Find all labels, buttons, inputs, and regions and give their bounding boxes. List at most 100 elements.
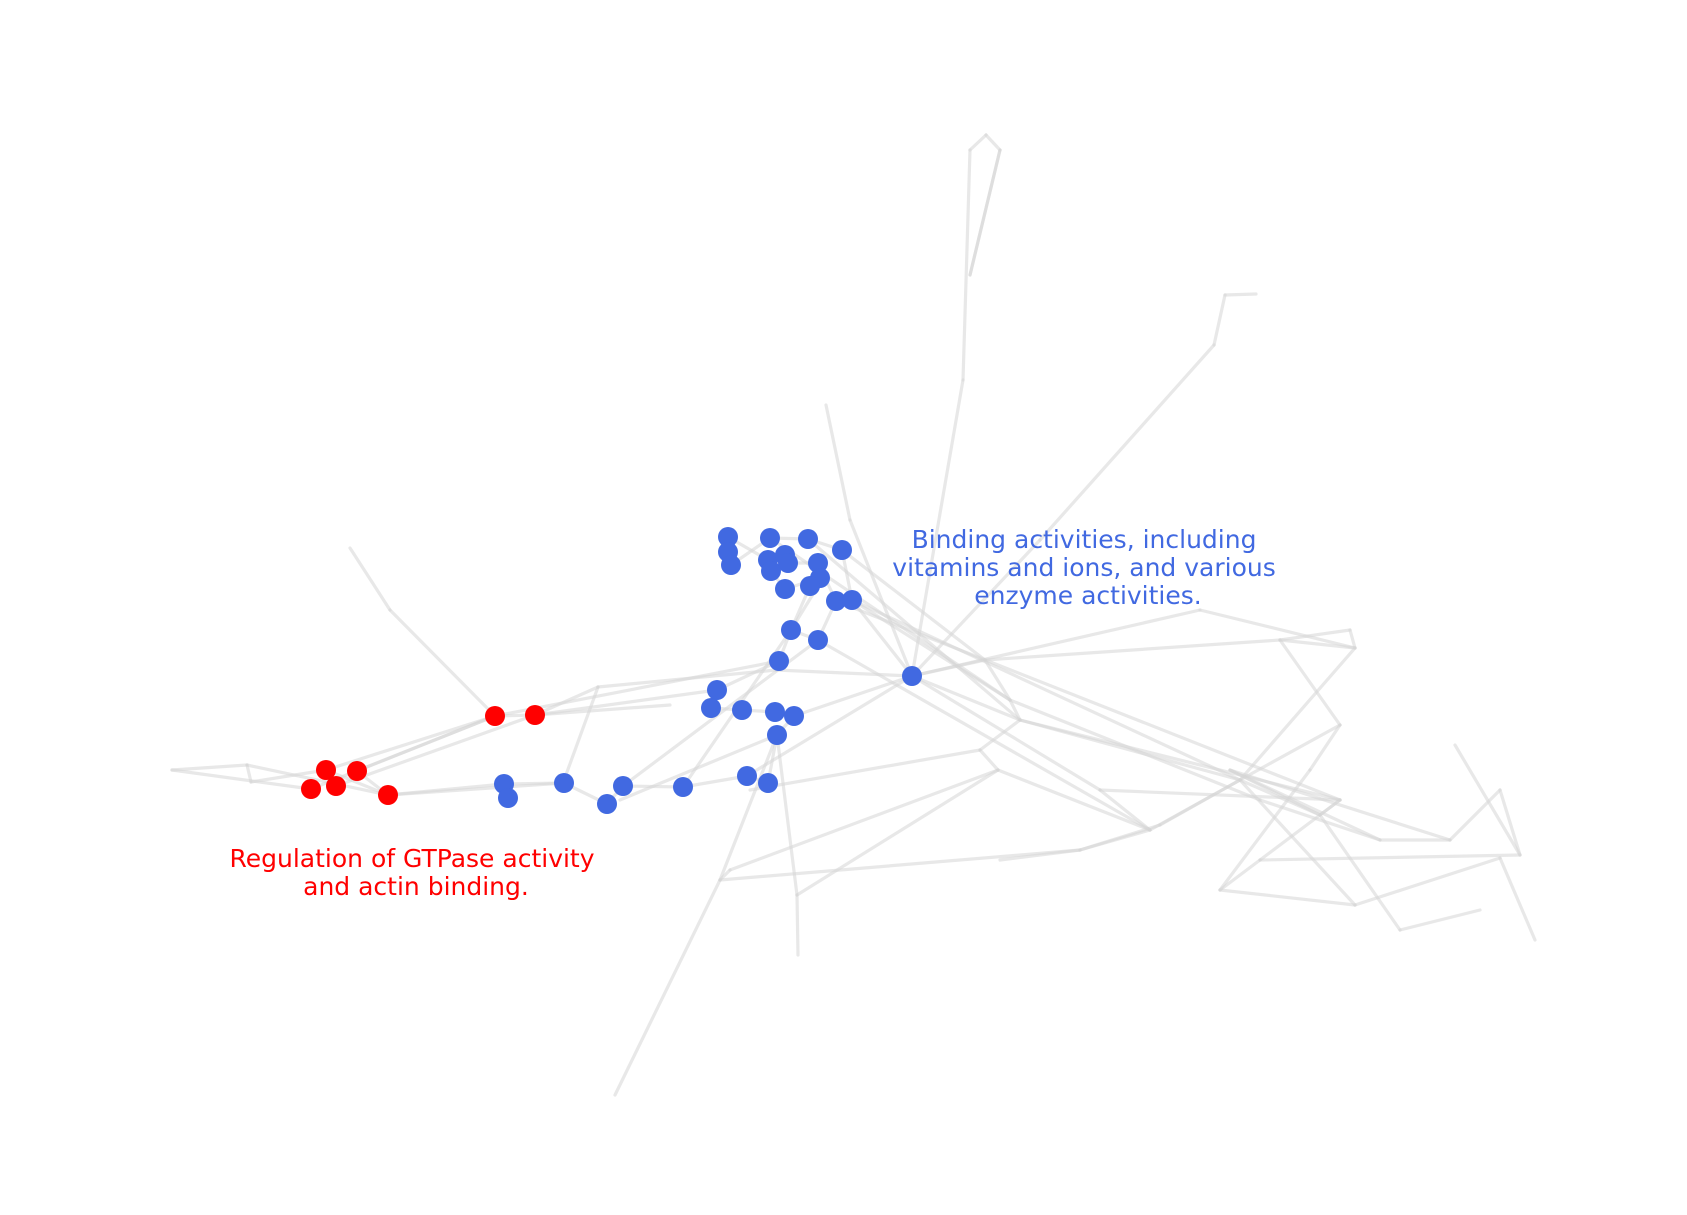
network-edge [978, 718, 1022, 752]
network-edge [1212, 293, 1227, 347]
network-edges [170, 133, 1537, 1097]
network-edge [324, 714, 497, 772]
network-edge [1318, 813, 1402, 932]
blue-cluster-node [781, 620, 801, 640]
network-edge [816, 638, 1152, 832]
network-edge [1098, 788, 1152, 832]
network-edge [1198, 608, 1357, 650]
blue-annotation-line-2: vitamins and ions, and various [892, 553, 1275, 582]
network-edge [715, 659, 781, 692]
network-edge [1258, 798, 1342, 862]
network-edge [910, 674, 1022, 722]
network-edge [334, 713, 537, 788]
blue-cluster-node [769, 651, 789, 671]
network-edge [745, 674, 914, 778]
network-edge [1238, 646, 1357, 782]
red-annotation-line-2: and actin binding. [303, 872, 529, 901]
network-edge [1278, 638, 1342, 727]
network-edge [493, 659, 781, 718]
network-edge [1218, 888, 1357, 907]
red-cluster-node [316, 760, 336, 780]
network-edge [502, 781, 566, 786]
blue-annotation-line-1: Binding activities, including [912, 525, 1257, 554]
blue-cluster-node [701, 698, 721, 718]
network-edge [1448, 788, 1502, 842]
network-edge [1258, 798, 1382, 842]
red-cluster-node [378, 785, 398, 805]
blue-cluster-node [613, 776, 633, 796]
network-edge [1353, 856, 1502, 907]
red-cluster-annotation: Regulation of GTPase activity and actin … [230, 844, 603, 901]
red-cluster-node [525, 705, 545, 725]
network-edge [245, 763, 390, 797]
blue-cluster-node [800, 576, 820, 596]
blue-cluster-node [765, 702, 785, 722]
network-edge [388, 608, 497, 718]
red-cluster-node [326, 776, 346, 796]
network-edge [983, 638, 1282, 662]
blue-cluster-node [767, 725, 787, 745]
network-edge [681, 774, 749, 789]
blue-cluster-node [737, 766, 757, 786]
blue-cluster-node [798, 529, 818, 549]
network-edge [533, 688, 719, 717]
blue-cluster-node [832, 540, 852, 560]
network-edge [795, 893, 800, 957]
network-edge [1498, 856, 1537, 942]
network-edge [1038, 343, 1216, 542]
network-edge [824, 403, 852, 522]
network-edge [618, 733, 779, 802]
network-edge [728, 768, 1000, 872]
network-edge [561, 685, 600, 785]
blue-cluster-node [758, 773, 778, 793]
network-edge [1498, 788, 1522, 857]
blue-cluster-node [718, 527, 738, 547]
blue-cluster-node [760, 528, 780, 548]
blue-cluster-nodes [494, 527, 922, 814]
network-edge [1398, 908, 1482, 932]
network-edge [170, 768, 313, 791]
network-edge [613, 878, 722, 1097]
blue-cluster-node [761, 561, 781, 581]
blue-cluster-node [498, 788, 518, 808]
network-edge [249, 768, 328, 784]
network-edge [850, 598, 1242, 782]
blue-cluster-node [597, 794, 617, 814]
blue-cluster-node [732, 700, 752, 720]
blue-cluster-node [808, 553, 828, 573]
red-cluster-nodes [301, 705, 545, 805]
network-edge [910, 378, 965, 678]
network-edge [840, 548, 987, 662]
blue-cluster-node [826, 591, 846, 611]
network-edge [1308, 723, 1342, 772]
red-cluster-node [485, 706, 505, 726]
network-edge [1158, 778, 1242, 827]
network-edge [848, 518, 914, 678]
blue-annotation-line-3: enzyme activities. [974, 581, 1201, 610]
blue-cluster-node [778, 553, 798, 573]
network-edge [774, 668, 914, 678]
network-edge [1018, 718, 1242, 782]
network-edge [1278, 628, 1352, 642]
blue-cluster-node [721, 555, 741, 575]
blue-cluster-annotation: Binding activities, including vitamins a… [892, 525, 1283, 610]
network-edge [978, 748, 1000, 772]
blue-cluster-node [784, 706, 804, 726]
network-edge [961, 148, 972, 382]
network-edge [1098, 788, 1342, 802]
blue-cluster-node [707, 680, 727, 700]
red-annotation-line-1: Regulation of GTPase activity [230, 844, 595, 873]
network-edge [1258, 853, 1522, 862]
network-edge [170, 763, 249, 772]
network-edge [1008, 698, 1262, 802]
red-cluster-node [301, 779, 321, 799]
network-edge [348, 546, 392, 612]
network-edge [795, 768, 1000, 897]
blue-cluster-node [775, 579, 795, 599]
blue-cluster-node [842, 590, 862, 610]
network-edge [1278, 638, 1357, 650]
network-edge [748, 748, 982, 792]
network-edge [1238, 723, 1342, 782]
network-edge [968, 133, 988, 152]
